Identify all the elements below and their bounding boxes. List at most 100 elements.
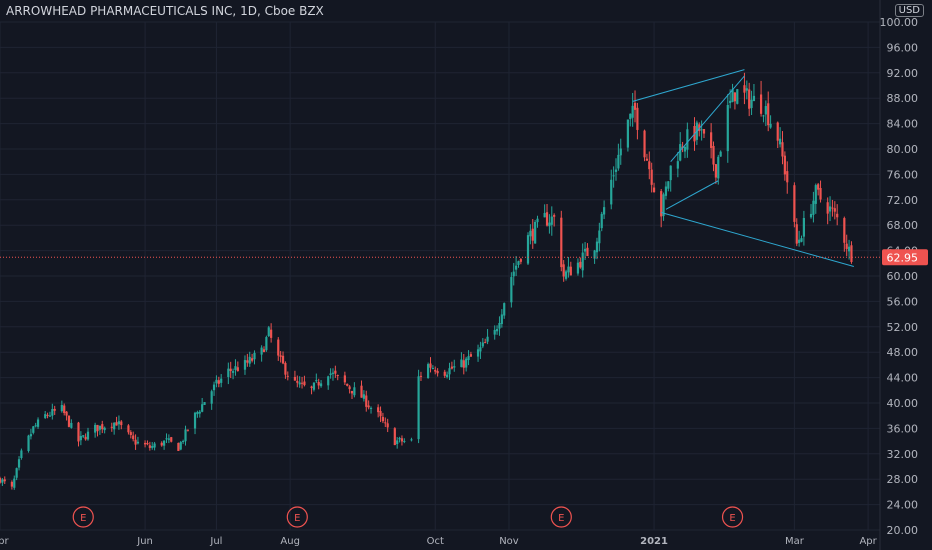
candle-body <box>319 383 323 387</box>
y-tick-label: 20.00 <box>887 524 919 537</box>
candle-body <box>117 421 121 425</box>
candle-body <box>60 404 63 412</box>
y-tick-label: 52.00 <box>887 321 919 334</box>
candle-body <box>617 154 620 169</box>
x-tick-label: Aug <box>280 536 300 547</box>
candle-body <box>203 402 206 405</box>
candle-body <box>400 438 404 442</box>
candle-body <box>336 375 339 377</box>
candle-body <box>3 479 6 482</box>
candle-body <box>293 376 297 381</box>
earnings-marker[interactable] <box>286 506 308 528</box>
currency-button[interactable]: USD <box>894 4 924 17</box>
candle-body <box>115 422 118 426</box>
candle-body <box>719 151 722 157</box>
y-tick-label: 32.00 <box>887 448 919 461</box>
candle-body <box>481 342 484 347</box>
candle-body <box>731 89 734 102</box>
candle-body <box>669 165 672 181</box>
candle-body <box>498 322 501 329</box>
candle-body <box>850 245 853 262</box>
last-price-badge <box>882 249 928 266</box>
candle-body <box>419 375 423 377</box>
earnings-marker[interactable] <box>721 506 744 528</box>
candle-body <box>350 390 354 394</box>
earnings-marker-label: E <box>558 513 564 524</box>
candle-body <box>636 107 639 130</box>
candle-body <box>198 411 201 414</box>
candle-body <box>748 89 751 109</box>
earnings-marker[interactable] <box>550 506 572 528</box>
candle-body <box>113 422 116 430</box>
earnings-marker[interactable] <box>72 506 94 528</box>
candle-body <box>831 207 834 209</box>
candle-body <box>329 373 332 376</box>
candle-body <box>460 359 463 368</box>
candle-body <box>381 417 385 422</box>
candle-body <box>101 424 104 430</box>
candle-body <box>327 376 330 386</box>
candle-body <box>379 411 382 417</box>
candle-body <box>182 440 185 442</box>
candle-body <box>702 129 706 134</box>
candle-body <box>510 277 513 303</box>
candle-body <box>46 414 49 416</box>
candle-body <box>448 368 451 375</box>
candle-body <box>120 421 123 426</box>
trendline-drawing <box>670 75 745 163</box>
candle-body <box>476 349 480 357</box>
y-tick-label: 60.00 <box>887 270 919 283</box>
candle-body <box>386 423 389 428</box>
candle-body <box>298 382 301 385</box>
candle-body <box>836 213 839 218</box>
candle-body <box>300 382 304 384</box>
candle-body <box>814 185 817 204</box>
candle-body <box>315 380 318 382</box>
candle-body <box>193 412 197 429</box>
x-tick-label: Oct <box>427 536 444 547</box>
candle-body <box>453 366 456 368</box>
y-tick-label: 88.00 <box>887 92 919 105</box>
candle-body <box>234 366 237 371</box>
candle-body <box>843 218 846 243</box>
candle-body <box>598 230 601 244</box>
candle-body <box>79 435 82 441</box>
candle-body <box>519 259 522 262</box>
candle-body <box>296 380 299 383</box>
candle-body <box>586 247 589 257</box>
candle-body <box>86 431 90 440</box>
candle-body <box>167 438 170 440</box>
candle-body <box>579 261 582 268</box>
candle-body <box>660 191 663 217</box>
x-tick-label: Nov <box>499 536 519 547</box>
candle-body <box>129 432 132 435</box>
candle-body <box>67 415 71 427</box>
candle-body <box>633 102 637 110</box>
candle-body <box>610 179 613 205</box>
candle-body <box>484 342 487 344</box>
y-tick-label: 72.00 <box>887 194 919 207</box>
candle-body <box>384 422 387 424</box>
candle-body <box>248 356 251 364</box>
candle-body <box>548 222 551 227</box>
candle-body <box>786 171 789 183</box>
candle-body <box>495 328 499 332</box>
candle-body <box>809 213 813 218</box>
y-tick-label: 44.00 <box>887 372 919 385</box>
candle-body <box>94 424 97 433</box>
y-tick-label: 92.00 <box>887 67 919 80</box>
candle-body <box>84 436 87 440</box>
candle-body <box>398 437 401 440</box>
candle-body <box>686 129 689 150</box>
candle-body <box>231 371 235 373</box>
candle-body <box>429 363 432 368</box>
candle-body <box>603 207 606 215</box>
candle-body <box>148 445 151 448</box>
trendline-drawing <box>632 69 745 102</box>
candle-body <box>512 271 515 277</box>
candle-body <box>833 208 836 212</box>
candle-body <box>217 380 220 384</box>
candle-body <box>103 427 106 431</box>
